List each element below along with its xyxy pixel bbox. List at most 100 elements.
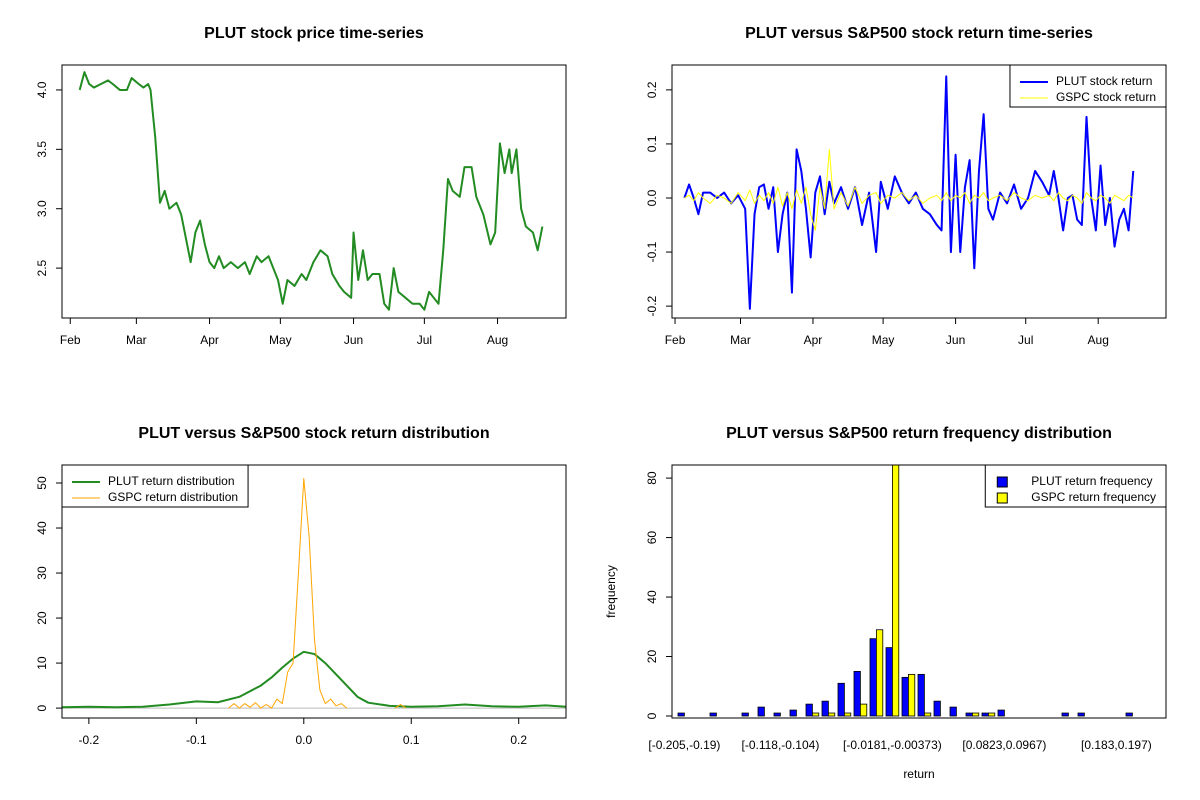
bar (997, 709, 1005, 717)
plot-area (677, 465, 1133, 717)
bar (876, 629, 884, 717)
x-tick-label: Jun (946, 333, 965, 347)
y-tick-label: 0.0 (645, 189, 659, 206)
y-tick-label: 30 (35, 566, 49, 580)
y-tick-label: 60 (645, 531, 659, 545)
bar (917, 673, 925, 717)
x-axis-label: return (903, 767, 934, 781)
bar (981, 712, 989, 717)
bar (949, 706, 957, 717)
plot-area (62, 478, 566, 709)
x-tick-label: May (872, 333, 895, 347)
x-tick-label: Apr (804, 333, 823, 347)
bar (709, 712, 717, 717)
bar (837, 682, 845, 717)
y-tick-label: 0 (645, 712, 659, 719)
bar (1077, 712, 1085, 717)
bar (773, 712, 781, 717)
chart-title: PLUT versus S&P500 stock return distribu… (138, 425, 489, 442)
legend-label: PLUT return distribution (108, 474, 235, 488)
bar (844, 712, 852, 717)
y-tick-label: -0.1 (645, 241, 659, 262)
x-tick-label: Feb (60, 333, 81, 347)
plot-box (61, 464, 567, 719)
plot-box (671, 64, 1167, 319)
bar (908, 673, 916, 717)
legend-label: GSPC return frequency (1031, 490, 1156, 504)
plot-area (683, 75, 1135, 310)
series-line (394, 703, 407, 709)
plot-box (671, 464, 1167, 719)
bar (757, 706, 765, 717)
legend-box (1009, 64, 1167, 108)
chart-title: PLUT versus S&P500 return frequency dist… (726, 425, 1112, 442)
y-tick-label: 0.2 (645, 81, 659, 98)
bar (789, 709, 797, 717)
x-tick-label: Mar (126, 333, 147, 347)
x-tick-label: Mar (730, 333, 751, 347)
bar (901, 676, 909, 717)
bar (805, 703, 813, 717)
x-tick-label: May (269, 333, 292, 347)
x-tick-label: Jul (417, 333, 432, 347)
chart-title: PLUT stock price time-series (204, 25, 424, 42)
x-tick-label: [-0.118,-0.104) (741, 738, 819, 752)
x-tick-label: [-0.205,-0.19) (648, 738, 720, 752)
x-tick-label: Apr (200, 333, 219, 347)
bar (972, 712, 980, 717)
bar (860, 703, 868, 717)
y-tick-label: 3.0 (35, 200, 49, 217)
bar (933, 700, 941, 717)
legend-swatch (996, 476, 1008, 488)
bar (821, 700, 829, 717)
series-line (62, 650, 566, 709)
x-tick-label: Aug (1088, 333, 1109, 347)
y-tick-label: 20 (645, 650, 659, 664)
y-tick-label: 80 (645, 471, 659, 485)
y-tick-label: -0.2 (645, 295, 659, 316)
y-tick-label: 2.5 (35, 259, 49, 276)
legend-label: PLUT return frequency (1031, 474, 1152, 488)
bar (853, 670, 861, 717)
legend: PLUT stock return GSPC stock return (1009, 64, 1167, 108)
bar (869, 638, 877, 717)
x-tick-label: Jun (344, 333, 363, 347)
legend-label: GSPC return distribution (108, 490, 238, 504)
legend-box (61, 464, 249, 508)
x-tick-label: Jul (1018, 333, 1033, 347)
series-line (683, 75, 1135, 310)
legend: PLUT return frequency GSPC return frequen… (984, 464, 1167, 508)
bar (892, 465, 900, 717)
series-line (684, 148, 1134, 231)
bar (1061, 712, 1069, 717)
y-tick-label: 4.0 (35, 81, 49, 98)
bar (885, 647, 893, 717)
y-tick-label: 3.5 (35, 141, 49, 158)
legend-label: PLUT stock return (1056, 74, 1152, 88)
x-tick-label: [-0.0181,-0.00373) (843, 738, 942, 752)
bar (1125, 712, 1133, 717)
bar (677, 712, 685, 717)
y-axis-label: frequency (604, 565, 618, 618)
legend-box (984, 464, 1167, 508)
legend-label: GSPC stock return (1056, 90, 1156, 104)
bar (988, 712, 996, 717)
x-tick-label: -0.1 (186, 733, 207, 747)
bar (741, 712, 749, 717)
y-tick-label: 10 (35, 656, 49, 670)
plot-box (61, 64, 567, 319)
legend-swatch (996, 492, 1008, 504)
y-tick-label: 20 (35, 611, 49, 625)
y-tick-label: 40 (35, 521, 49, 535)
x-tick-label: 0.1 (403, 733, 420, 747)
legend: PLUT return distribution GSPC return dist… (61, 464, 249, 508)
series-line (228, 478, 348, 709)
plot-area (78, 71, 544, 311)
series-line (78, 71, 544, 311)
x-tick-label: [0.0823,0.0967) (962, 738, 1046, 752)
y-tick-label: 0 (35, 704, 49, 711)
y-tick-label: 40 (645, 590, 659, 604)
x-tick-label: -0.2 (79, 733, 100, 747)
bar (965, 712, 973, 717)
